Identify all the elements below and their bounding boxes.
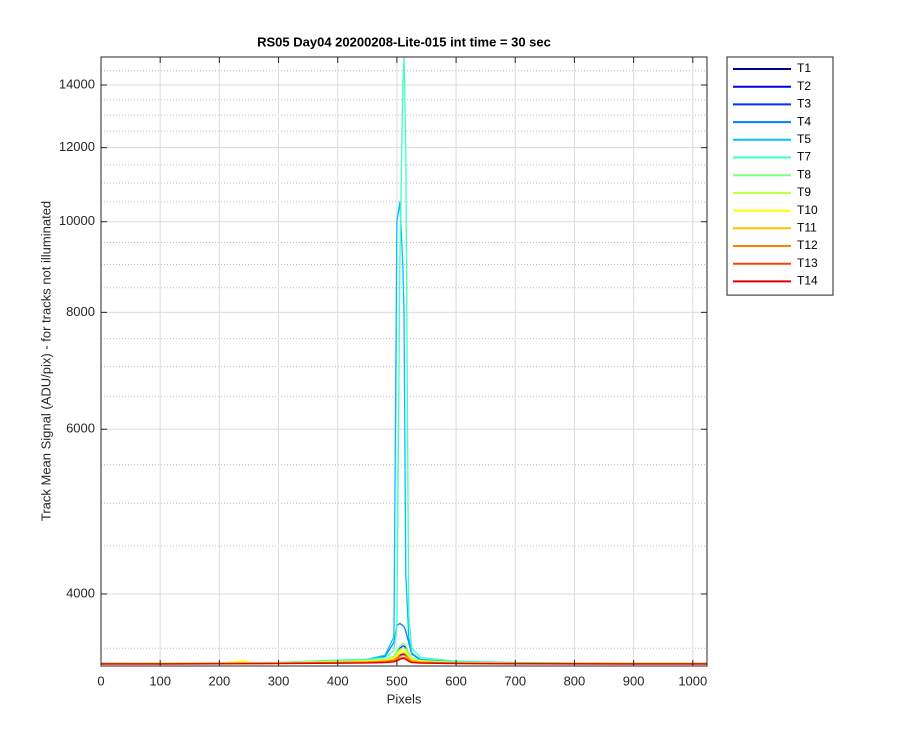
chart-title: RS05 Day04 20200208-Lite-015 int time = … [257, 34, 551, 49]
y-tick-label: 4000 [66, 585, 95, 600]
x-tick-label: 0 [97, 673, 104, 688]
y-tick-label: 10000 [59, 213, 95, 228]
y-tick-label: 12000 [59, 139, 95, 154]
x-tick-label: 900 [623, 673, 645, 688]
plot-lines [101, 57, 707, 665]
x-tick-label: 100 [149, 673, 171, 688]
axes-box [100, 56, 708, 667]
legend-label: T1 [797, 61, 811, 75]
x-tick-label: 600 [445, 673, 467, 688]
x-tick-label: 400 [327, 673, 349, 688]
x-tick-label: 500 [386, 673, 408, 688]
legend-label: T14 [797, 274, 818, 288]
y-tick-label: 8000 [66, 304, 95, 319]
legend-label: T5 [797, 132, 811, 146]
legend-label: T13 [797, 256, 818, 270]
y-tick-label: 14000 [59, 76, 95, 91]
y-axis-label: Track Mean Signal (ADU/pix) - for tracks… [38, 201, 53, 521]
x-tick-label: 700 [504, 673, 526, 688]
legend-label: T9 [797, 185, 811, 199]
x-tick-label: 300 [268, 673, 290, 688]
x-tick-label: 1000 [678, 673, 707, 688]
x-tick-label: 200 [209, 673, 231, 688]
legend-label: T8 [797, 167, 811, 181]
legend-label: T11 [797, 220, 817, 234]
series-line [101, 657, 707, 665]
legend-label: T10 [797, 203, 818, 217]
legend-label: T4 [797, 114, 811, 128]
y-tick-label: 6000 [66, 421, 95, 436]
legend-label: T3 [797, 97, 811, 111]
x-tick-label: 800 [564, 673, 586, 688]
legend-label: T7 [797, 150, 811, 164]
x-axis-label: Pixels [387, 691, 422, 706]
legend-label: T12 [797, 238, 818, 252]
legend-label: T2 [797, 79, 811, 93]
